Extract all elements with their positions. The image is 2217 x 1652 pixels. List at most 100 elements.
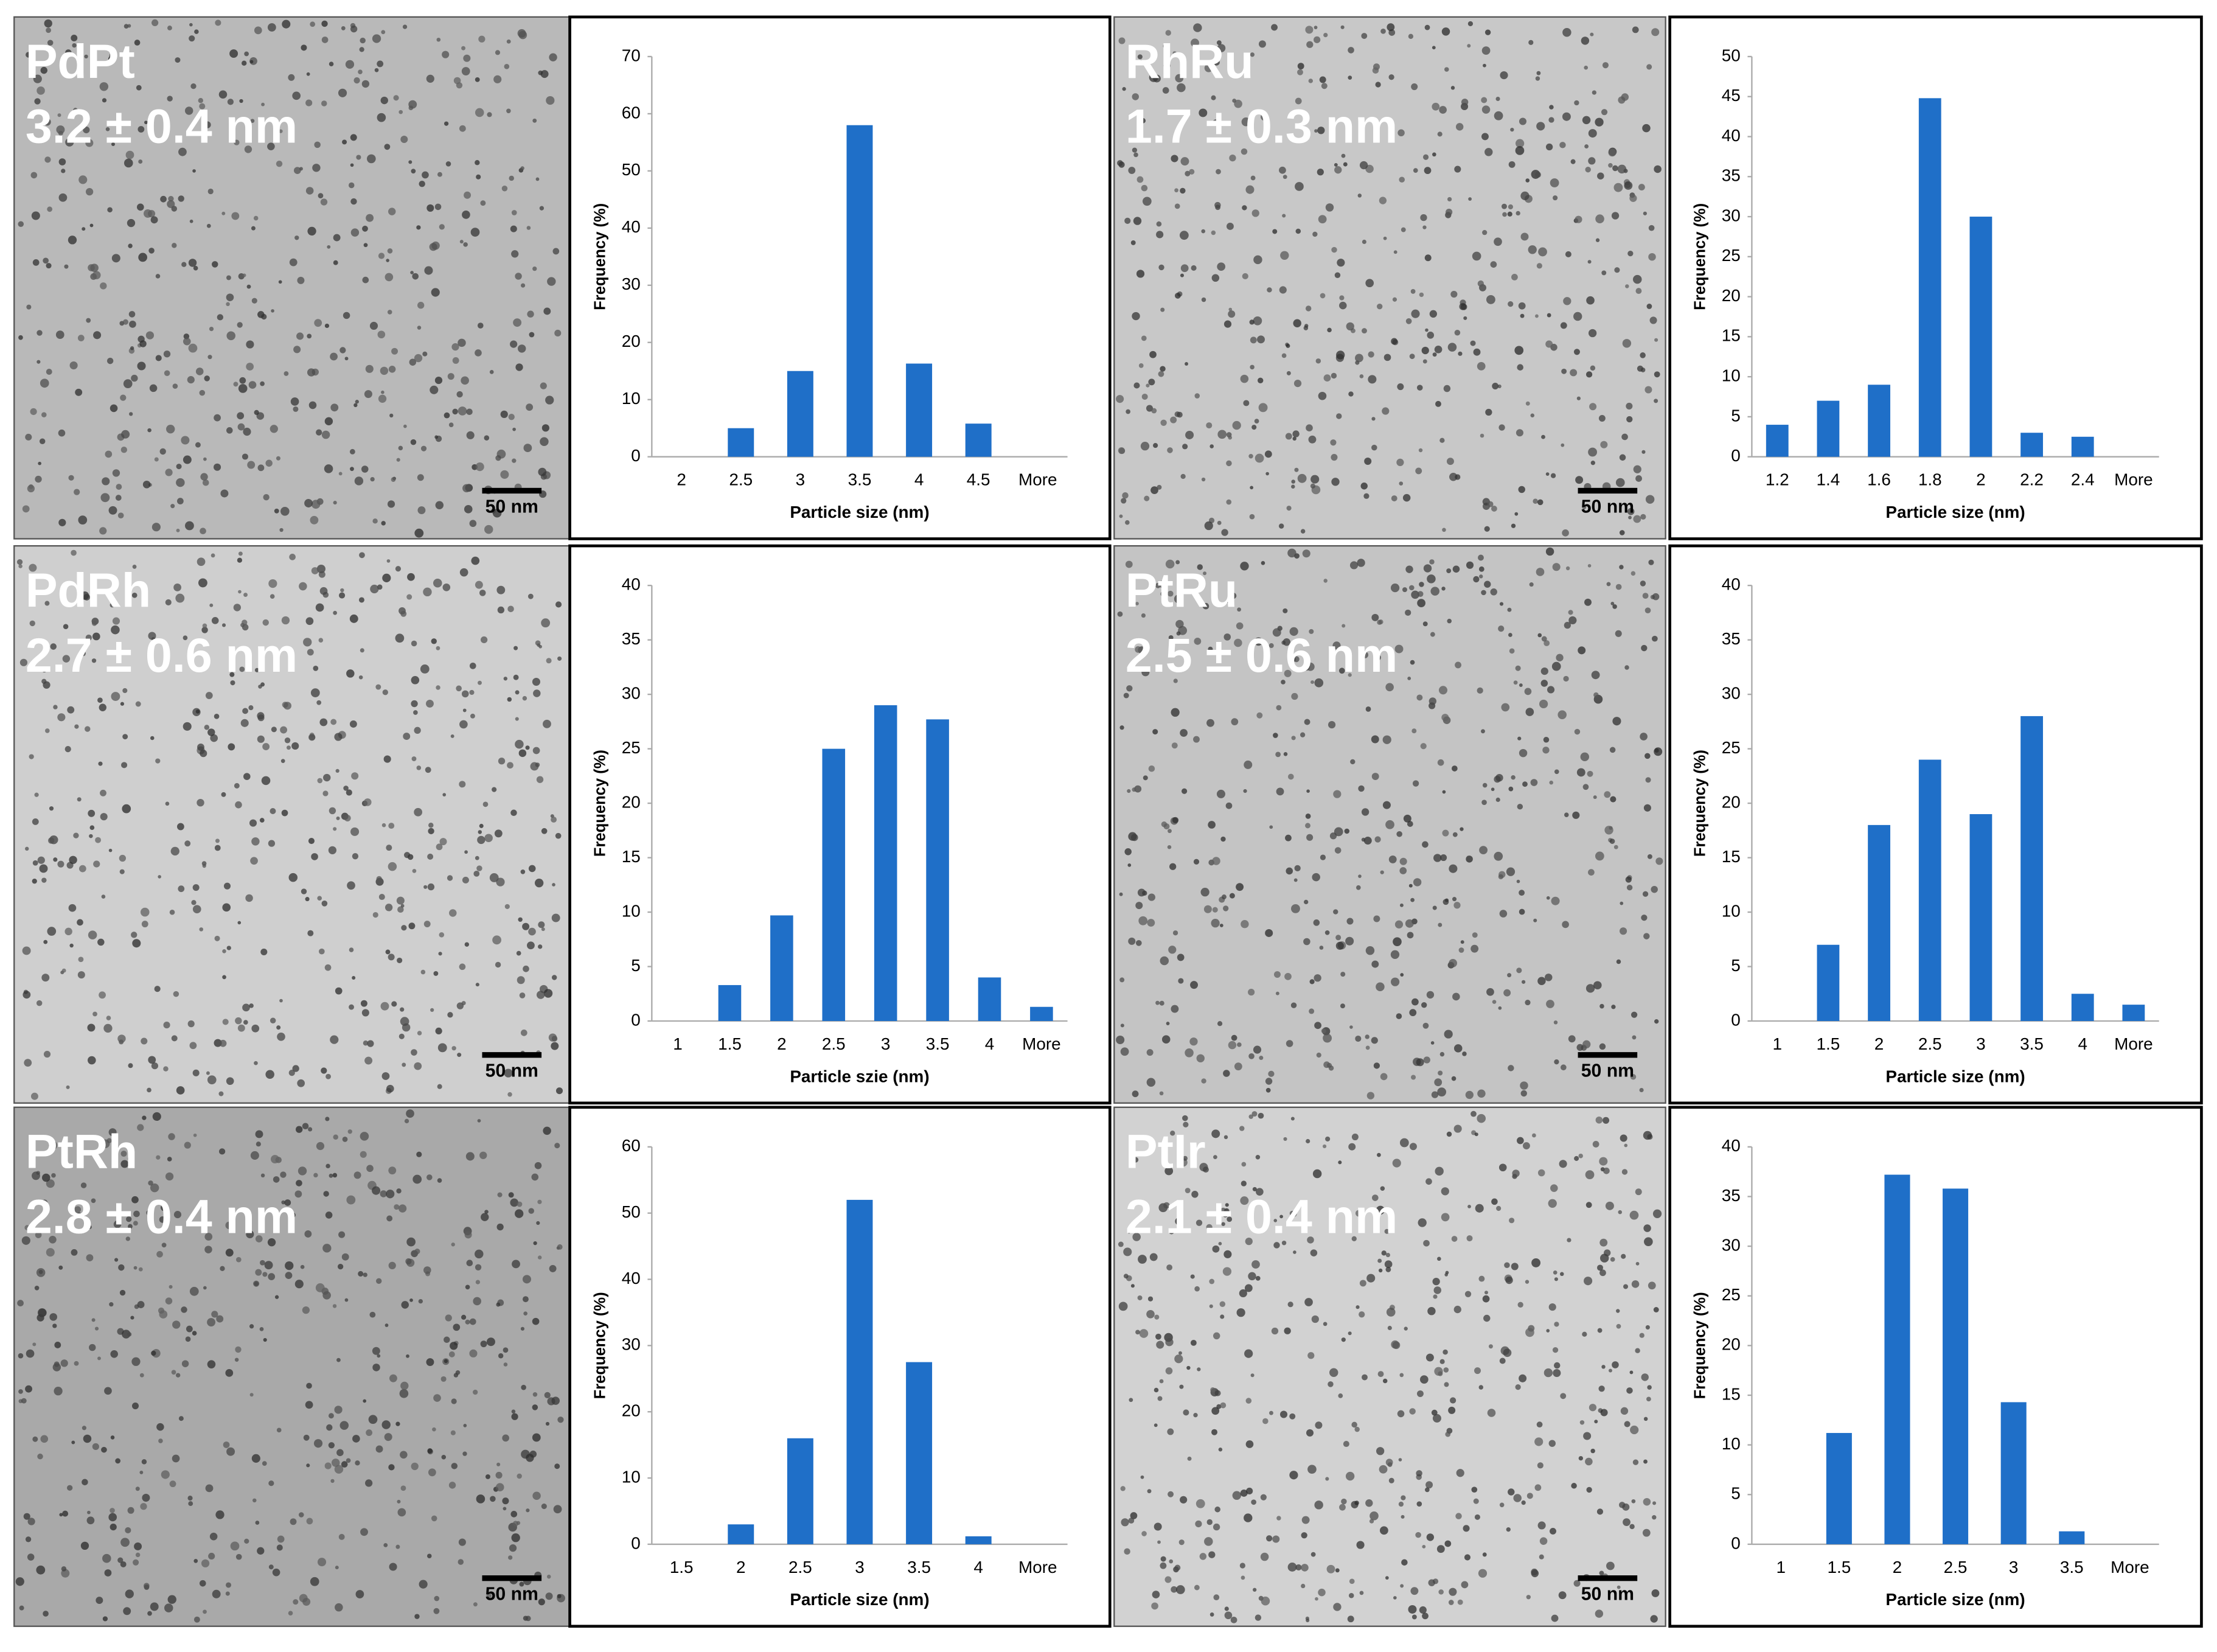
particle (1315, 1597, 1318, 1601)
particle (540, 382, 547, 389)
particle (64, 745, 71, 753)
particle (1338, 1160, 1342, 1165)
particle (1194, 1286, 1200, 1292)
particle (77, 919, 83, 926)
particle (1308, 78, 1314, 83)
particle (1306, 424, 1313, 432)
particle (242, 273, 246, 277)
particle (1626, 1387, 1633, 1394)
particle (410, 439, 417, 445)
particle (1119, 977, 1125, 983)
particle (1333, 1603, 1342, 1611)
particle (433, 1394, 441, 1402)
particle (1584, 598, 1592, 606)
particle (1208, 821, 1216, 829)
particle (178, 885, 185, 893)
particle (99, 991, 106, 999)
particle (1494, 851, 1503, 861)
y-tick-label: 10 (1722, 366, 1741, 385)
particle (385, 1323, 389, 1327)
particle (1323, 32, 1328, 38)
particle (1380, 28, 1386, 34)
particle (353, 1171, 361, 1179)
particle (1222, 1267, 1232, 1276)
particle (129, 412, 133, 416)
particle (1173, 678, 1178, 683)
particle (478, 830, 482, 834)
particle (1550, 178, 1559, 187)
particle (1534, 1437, 1544, 1446)
particle (353, 77, 360, 84)
particle (414, 354, 423, 363)
particle (453, 77, 461, 85)
particle (18, 221, 24, 227)
particle (77, 971, 85, 979)
particle (278, 280, 282, 284)
particle (1149, 1253, 1158, 1261)
particle (1167, 1428, 1174, 1435)
particle (1248, 989, 1255, 996)
particle (1433, 1294, 1438, 1299)
particle (437, 172, 442, 177)
particle (135, 1486, 140, 1491)
particle (1143, 775, 1148, 781)
particle (366, 154, 376, 164)
particle (1623, 1518, 1631, 1527)
particle (270, 1155, 279, 1164)
particle (124, 158, 133, 168)
particle (451, 1463, 458, 1469)
particle (1654, 747, 1663, 756)
particle (163, 1066, 169, 1072)
particle (538, 1598, 545, 1606)
particle (45, 728, 50, 733)
particle (1148, 765, 1155, 772)
particle (1449, 958, 1457, 967)
particle (1372, 67, 1379, 74)
particle (518, 749, 527, 758)
particle (388, 953, 395, 961)
particle (1520, 232, 1529, 241)
particle (346, 1195, 356, 1205)
particle (1354, 1500, 1359, 1505)
particle (444, 1359, 448, 1364)
particle (1308, 435, 1317, 444)
particle (1363, 837, 1372, 845)
bar (1969, 814, 1993, 1021)
particle (402, 1062, 406, 1067)
particle (128, 311, 136, 318)
particle (1138, 1255, 1147, 1264)
particle (1593, 692, 1599, 698)
particle (361, 465, 369, 473)
particle (111, 692, 120, 701)
particle (1452, 565, 1460, 573)
particle (515, 690, 520, 695)
particle (1171, 1586, 1177, 1593)
x-tick-label: More (2114, 1034, 2153, 1053)
particle (1498, 1163, 1507, 1172)
particle (1366, 1092, 1375, 1100)
particle (466, 408, 473, 416)
particle (1119, 725, 1124, 730)
particle (274, 508, 279, 514)
particle (183, 635, 188, 641)
particle (169, 909, 175, 915)
particle (1585, 371, 1593, 378)
particle (1287, 773, 1294, 780)
bar (770, 915, 793, 1021)
particle (244, 145, 252, 153)
particle (1551, 1614, 1559, 1622)
particle (165, 801, 170, 806)
particle (1166, 1022, 1170, 1025)
y-tick-label: 15 (1722, 1384, 1741, 1403)
particle (128, 1063, 133, 1068)
particle (102, 98, 107, 103)
particle (1208, 646, 1213, 652)
particle (1199, 1163, 1208, 1172)
particle (322, 790, 329, 796)
particle (1600, 441, 1608, 448)
particle (1393, 1596, 1397, 1600)
particle (1226, 223, 1234, 230)
particle (254, 1061, 258, 1065)
particle (1629, 194, 1637, 202)
particle (1234, 638, 1242, 647)
